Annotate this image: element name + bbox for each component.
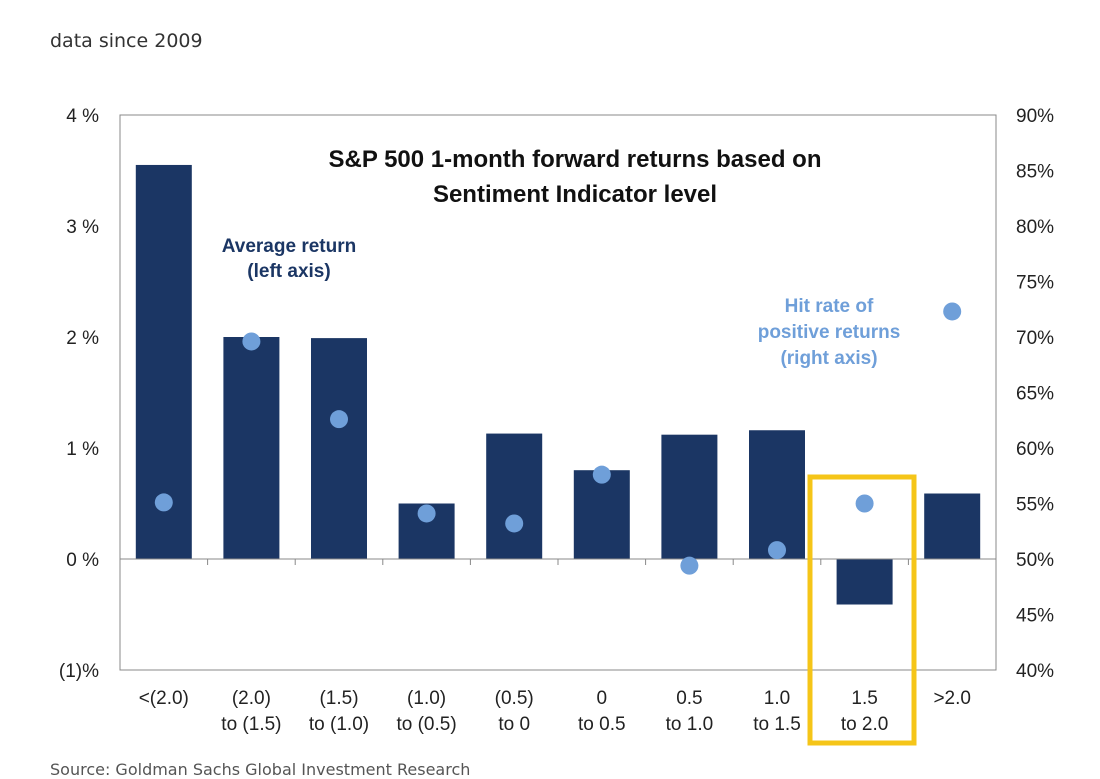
- highlight-box: [807, 474, 917, 746]
- right-axis-tick-label: 70%: [1016, 328, 1054, 349]
- hit-rate-annotation-line-2: positive returns: [758, 322, 901, 343]
- average-return-bar: [573, 470, 630, 559]
- x-tick-marks: [207, 559, 909, 565]
- category-label: <(2.0): [139, 688, 189, 709]
- left-axis-ticks: 4 % 3 % 2 % 1 % 0 % (1)%: [59, 106, 99, 682]
- right-axis-tick-label: 85%: [1016, 162, 1054, 183]
- average-return-bar: [311, 338, 367, 559]
- chart-title-line-1: S&P 500 1-month forward returns based on: [329, 146, 822, 173]
- left-axis-tick-label: 0 %: [66, 550, 99, 571]
- category-label: (2.0): [232, 688, 271, 709]
- right-axis-tick-label: 80%: [1016, 217, 1054, 238]
- right-axis-tick-label: 90%: [1016, 106, 1054, 127]
- average-return-annotation-line-2: (left axis): [247, 261, 330, 282]
- average-return-bar: [836, 559, 893, 605]
- plot-frame: [119, 114, 997, 671]
- hit-rate-point: [505, 514, 524, 533]
- category-label: to (0.5): [396, 714, 456, 735]
- right-axis-tick-label: 60%: [1016, 439, 1054, 460]
- category-label: to 1.5: [753, 714, 801, 735]
- left-axis-tick-label: 1 %: [66, 439, 99, 460]
- hit-rate-point: [680, 556, 699, 575]
- left-axis-tick-label: 3 %: [66, 217, 99, 238]
- right-axis-tick-label: 55%: [1016, 495, 1054, 516]
- right-axis-tick-label: 50%: [1016, 550, 1054, 571]
- hit-rate-point: [768, 541, 786, 560]
- left-axis-tick-label: (1)%: [59, 661, 99, 682]
- chart-subtitle: data since 2009: [50, 30, 203, 52]
- average-return-bar: [223, 337, 280, 559]
- category-label: 1.5: [851, 688, 877, 709]
- category-labels: <(2.0) (2.0) to (1.5) (1.5) to (1.0) (1.0) to …: [139, 688, 971, 735]
- category-label: to 0: [498, 714, 530, 735]
- hit-rate-point: [855, 494, 874, 513]
- hit-rate-point: [943, 302, 962, 321]
- category-label: (1.0): [407, 688, 446, 709]
- category-label: to 0.5: [578, 714, 626, 735]
- average-return-bar: [135, 164, 192, 559]
- hit-rate-series: [154, 302, 962, 575]
- chart: 4 % 3 % 2 % 1 % 0 % (1)% 90% 85% 80% 75% 70% 65% 60…: [59, 106, 1054, 746]
- category-label: >2.0: [933, 688, 971, 709]
- left-axis-tick-label: 4 %: [66, 106, 99, 127]
- category-label: (0.5): [495, 688, 534, 709]
- right-axis-tick-label: 65%: [1016, 384, 1054, 405]
- category-label: to (1.0): [309, 714, 369, 735]
- hit-rate-point: [592, 465, 611, 484]
- average-return-bar: [661, 434, 718, 559]
- category-label: to (1.5): [221, 714, 281, 735]
- right-axis-ticks: 90% 85% 80% 75% 70% 65% 60% 55% 50% 45% 40%: [1016, 106, 1054, 682]
- category-label: (1.5): [319, 688, 358, 709]
- average-return-bar: [749, 430, 805, 559]
- left-axis-tick-label: 2 %: [66, 328, 99, 349]
- source-note: Source: Goldman Sachs Global Investment …: [50, 760, 471, 779]
- right-axis-tick-label: 75%: [1016, 273, 1054, 294]
- category-label: to 1.0: [666, 714, 714, 735]
- hit-rate-point: [154, 493, 173, 512]
- hit-rate-point: [417, 504, 436, 523]
- hit-rate-point: [330, 410, 348, 429]
- hit-rate-annotation-line-3: (right axis): [780, 348, 877, 369]
- hit-rate-annotation-line-1: Hit rate of: [785, 296, 874, 317]
- average-return-annotation-line-1: Average return: [222, 236, 356, 257]
- category-label: to 2.0: [841, 714, 889, 735]
- bar-series: [135, 164, 981, 605]
- category-label: 0.5: [676, 688, 702, 709]
- right-axis-tick-label: 40%: [1016, 661, 1054, 682]
- hit-rate-point: [242, 332, 261, 351]
- average-return-bar: [486, 433, 543, 559]
- category-label: 1.0: [764, 688, 790, 709]
- chart-title-line-2: Sentiment Indicator level: [433, 181, 717, 208]
- average-return-bar: [924, 493, 981, 559]
- right-axis-tick-label: 45%: [1016, 606, 1054, 627]
- category-label: 0: [597, 688, 608, 709]
